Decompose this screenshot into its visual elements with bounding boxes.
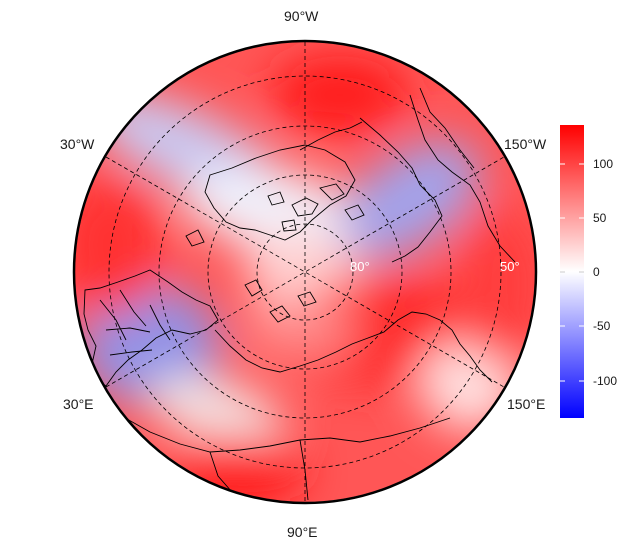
russia-coast — [214, 311, 493, 383]
colorbar-label-100: 100 — [593, 157, 614, 171]
lon-label-top: 90°W — [284, 8, 319, 24]
greenland-coast — [204, 144, 356, 241]
lat-ring-50 — [108, 75, 502, 469]
lon-label-bottom: 90°E — [287, 524, 318, 540]
lon-label-upper-right: 150°W — [504, 136, 547, 152]
colorbar — [560, 125, 584, 418]
colorbar-label-neg100: -100 — [593, 374, 618, 388]
north-america-coast — [299, 87, 516, 263]
lat-label-outer: 50° — [500, 259, 520, 274]
lon-label-lower-left: 30°E — [63, 396, 94, 412]
lon-label-upper-left: 30°W — [60, 136, 95, 152]
canadian-islands — [267, 183, 365, 232]
map-boundary — [72, 39, 538, 505]
europe-borders — [99, 289, 171, 356]
lon-label-lower-right: 150°E — [507, 396, 546, 412]
arctic-islands — [185, 229, 317, 323]
colorbar-label-0: 0 — [593, 265, 600, 279]
colorbar-label-neg50: -50 — [593, 319, 611, 333]
graticule — [105, 42, 505, 502]
colorbar-label-50: 50 — [593, 211, 607, 225]
lat-label-inner: 80° — [350, 259, 370, 274]
